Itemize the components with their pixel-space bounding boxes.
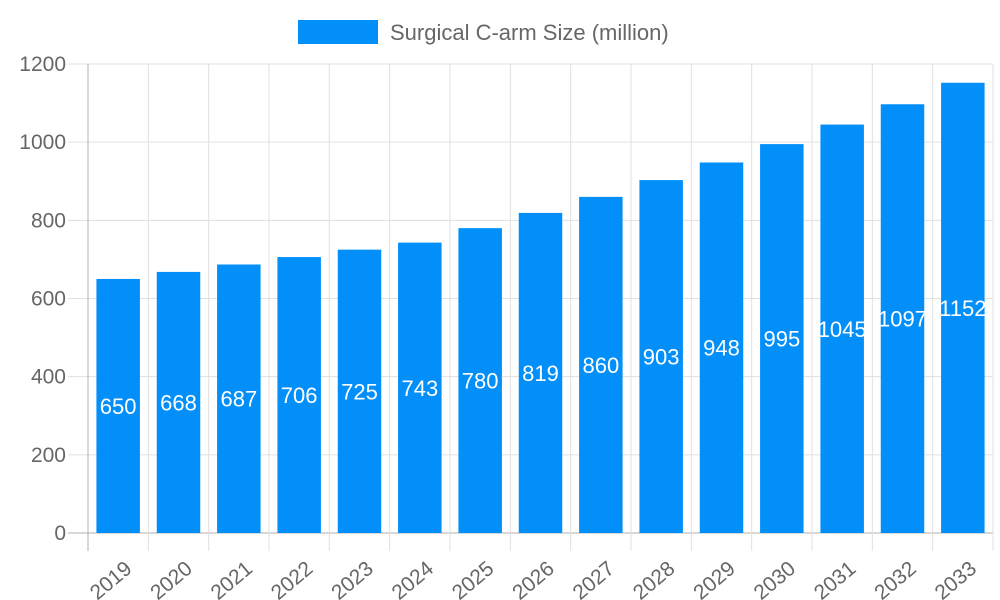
data-label: 650 (100, 394, 137, 419)
x-tick-label: 2020 (146, 557, 197, 600)
x-tick-label: 2023 (327, 557, 378, 600)
data-label: 780 (462, 369, 499, 394)
y-tick-label: 200 (31, 444, 66, 467)
bar (880, 104, 925, 534)
x-tick-label: 2022 (267, 557, 318, 600)
bar (337, 249, 382, 534)
bar (820, 124, 864, 534)
grid (68, 63, 994, 551)
bar (699, 162, 744, 534)
bar (518, 212, 563, 533)
bar (156, 271, 201, 533)
bar (398, 242, 442, 533)
data-label: 687 (220, 387, 257, 412)
data-label: 725 (341, 379, 378, 404)
data-label: 819 (522, 361, 559, 386)
data-label: 1045 (818, 317, 867, 342)
x-tick-label: 2028 (629, 557, 680, 600)
y-tick-label: 1000 (19, 131, 66, 154)
x-tick-label: 2029 (689, 557, 740, 600)
bar (277, 257, 321, 533)
y-tick-label: 400 (31, 366, 66, 389)
y-tick-label: 0 (54, 522, 66, 545)
data-label: 743 (401, 376, 438, 401)
x-tick-label: 2021 (207, 557, 258, 600)
y-tick-label: 1200 (19, 53, 66, 76)
x-tick-label: 2019 (86, 557, 137, 600)
data-label: 1152 (939, 296, 986, 321)
legend[interactable]: Surgical C-arm Size (million) (298, 20, 669, 45)
data-label: 995 (763, 327, 800, 352)
x-tick-label: 2026 (508, 557, 559, 600)
bar (458, 228, 502, 533)
bars (96, 82, 985, 534)
data-label: 706 (281, 383, 318, 408)
data-labels: 650 668 687 706 725 743 780 819 860 903 948 995 1045… (100, 296, 987, 419)
data-label: 668 (160, 390, 197, 415)
data-label: 948 (703, 336, 740, 361)
x-tick-label: 2025 (448, 557, 499, 600)
x-tick-label: 2031 (810, 557, 861, 600)
bar (579, 196, 623, 533)
legend-label: Surgical C-arm Size (million) (390, 20, 669, 45)
y-tick-label: 600 (31, 288, 66, 311)
bar (217, 264, 261, 533)
bar (760, 144, 804, 533)
bar (639, 180, 683, 533)
bar (941, 82, 985, 533)
x-tick-label: 2032 (870, 557, 921, 600)
data-label: 903 (643, 345, 680, 370)
x-tick-label: 2033 (931, 557, 982, 600)
legend-swatch (298, 20, 378, 44)
x-tick-label: 2030 (750, 557, 801, 600)
data-label: 860 (582, 353, 619, 378)
bar (96, 278, 140, 533)
data-label: 1097 (878, 307, 927, 332)
x-tick-label: 2024 (388, 557, 439, 600)
x-tick-label: 2027 (569, 557, 620, 600)
y-tick-label: 800 (31, 209, 66, 232)
